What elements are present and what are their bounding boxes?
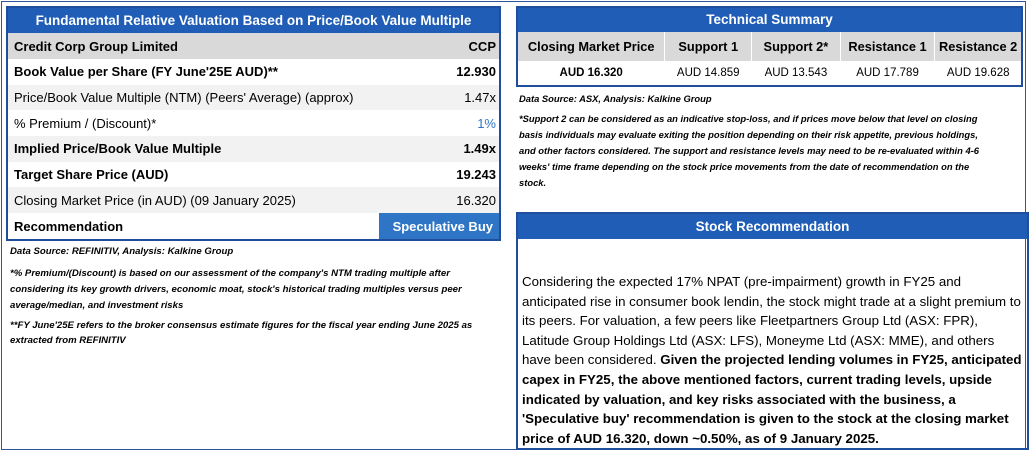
resistance1-column: Resistance 1 AUD 17.789 (839, 32, 935, 85)
row-value: 16.320 (456, 192, 496, 208)
column-value: AUD 17.789 (856, 67, 919, 79)
table-row: Closing Market Price (in AUD) (09 Januar… (8, 187, 499, 214)
recommendation-plain-text: Considering the expected 17% NPAT (pre-i… (522, 274, 1021, 368)
column-header: Resistance 1 (840, 32, 935, 61)
support-note-line: *Support 2 can be considered as an indic… (519, 113, 978, 124)
fy-note-line: extracted from REFINITIV (10, 335, 126, 346)
column-value: AUD 13.543 (764, 67, 828, 79)
row-label: Book Value per Share (FY June'25E AUD)** (14, 64, 278, 80)
row-label: Price/Book Value Multiple (NTM) (Peers' … (14, 90, 354, 106)
column-header: Support 1 (665, 32, 752, 61)
recommendation-row: Recommendation Speculative Buy (8, 213, 499, 240)
closing-price-column: Closing Market Price AUD 16.320 (518, 32, 665, 85)
resistance2-column: Resistance 2 AUD 19.628 (934, 32, 1021, 85)
support-note-line: and other factors considered. The suppor… (519, 145, 980, 156)
support1-column: Support 1 AUD 14.859 (664, 32, 752, 85)
technical-summary-title: Technical Summary (518, 8, 1021, 32)
premium-note-line: *% Premium/(Discount) is based on our as… (10, 268, 450, 279)
column-value: AUD 16.320 (559, 67, 623, 79)
column-header: Closing Market Price (518, 32, 665, 61)
company-name: Credit Corp Group Limited (14, 38, 178, 54)
ticker: CCP (468, 38, 496, 54)
support-note-line: weeks' time frame depending on the stock… (519, 161, 970, 172)
table-row: Book Value per Share (FY June'25E AUD)**… (8, 59, 499, 85)
row-value: 12.930 (456, 64, 496, 80)
row-value: 1.49x (463, 141, 496, 157)
support-note-line: basis individuals may evaluate exiting t… (519, 129, 978, 140)
row-label: % Premium / (Discount)* (14, 115, 157, 131)
recommendation-label: Recommendation (14, 218, 124, 234)
technical-data-source: Data Source: ASX, Analysis: Kalkine Grou… (519, 93, 712, 104)
recommendation-badge: Speculative Buy (378, 213, 499, 240)
column-value: AUD 14.859 (676, 67, 740, 79)
table-row: Target Share Price (AUD) 19.243 (8, 162, 499, 188)
row-label: Implied Price/Book Value Multiple (14, 141, 222, 157)
support-note-line: stock. (519, 177, 547, 188)
row-value: 1% (477, 115, 496, 131)
technical-summary-table: Technical Summary Closing Market Price A… (516, 6, 1023, 87)
stock-recommendation-box: Stock Recommendation Considering the exp… (516, 212, 1029, 450)
valuation-table: Fundamental Relative Valuation Based on … (6, 6, 501, 242)
premium-note-line: considering its key growth drivers, econ… (10, 284, 462, 295)
column-header: Resistance 2 (935, 32, 1021, 61)
table-row: % Premium / (Discount)* 1% (8, 110, 499, 136)
stock-recommendation-text: Considering the expected 17% NPAT (pre-i… (522, 272, 1022, 448)
support2-column: Support 2* AUD 13.543 (751, 32, 840, 85)
row-value: 19.243 (456, 167, 496, 183)
premium-note-line: average/median, and investment risks (10, 300, 184, 311)
fy-note-line: **FY June'25E refers to the broker conse… (10, 320, 473, 331)
stock-recommendation-title: Stock Recommendation (518, 214, 1027, 239)
row-label: Closing Market Price (in AUD) (09 Januar… (14, 192, 296, 208)
row-value: 1.47x (464, 90, 496, 106)
table-row: Price/Book Value Multiple (NTM) (Peers' … (8, 84, 499, 111)
column-value: AUD 19.628 (946, 67, 1010, 79)
company-row: Credit Corp Group Limited CCP (8, 33, 499, 59)
table-row: Implied Price/Book Value Multiple 1.49x (8, 136, 499, 162)
recommendation-bold-text: Given the projected lending volumes in F… (522, 352, 1022, 446)
column-header: Support 2* (752, 32, 840, 61)
row-label: Target Share Price (AUD) (14, 167, 169, 183)
valuation-table-title: Fundamental Relative Valuation Based on … (8, 8, 499, 33)
valuation-data-source: Data Source: REFINITIV, Analysis: Kalkin… (10, 246, 234, 257)
